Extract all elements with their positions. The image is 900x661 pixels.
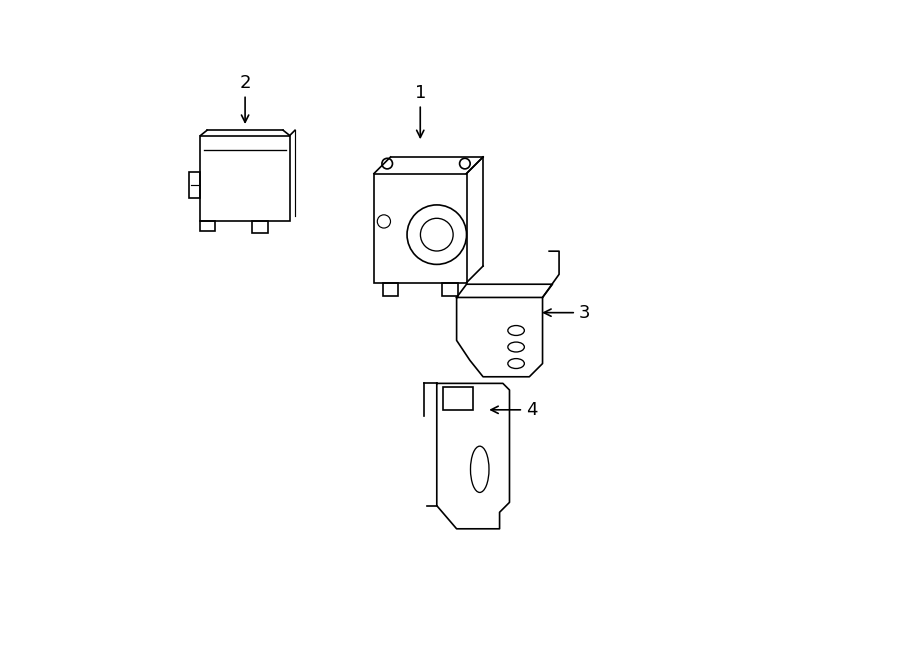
Bar	[201, 136, 290, 221]
Bar	[252, 221, 268, 233]
Bar	[442, 283, 458, 296]
Bar	[201, 221, 215, 231]
Text: 1: 1	[415, 83, 426, 137]
Bar	[382, 283, 399, 296]
Text: 3: 3	[544, 303, 590, 322]
Text: 2: 2	[239, 73, 251, 122]
Bar	[189, 172, 201, 198]
Bar	[444, 387, 473, 410]
Bar	[374, 173, 466, 283]
Text: 4: 4	[491, 401, 537, 419]
